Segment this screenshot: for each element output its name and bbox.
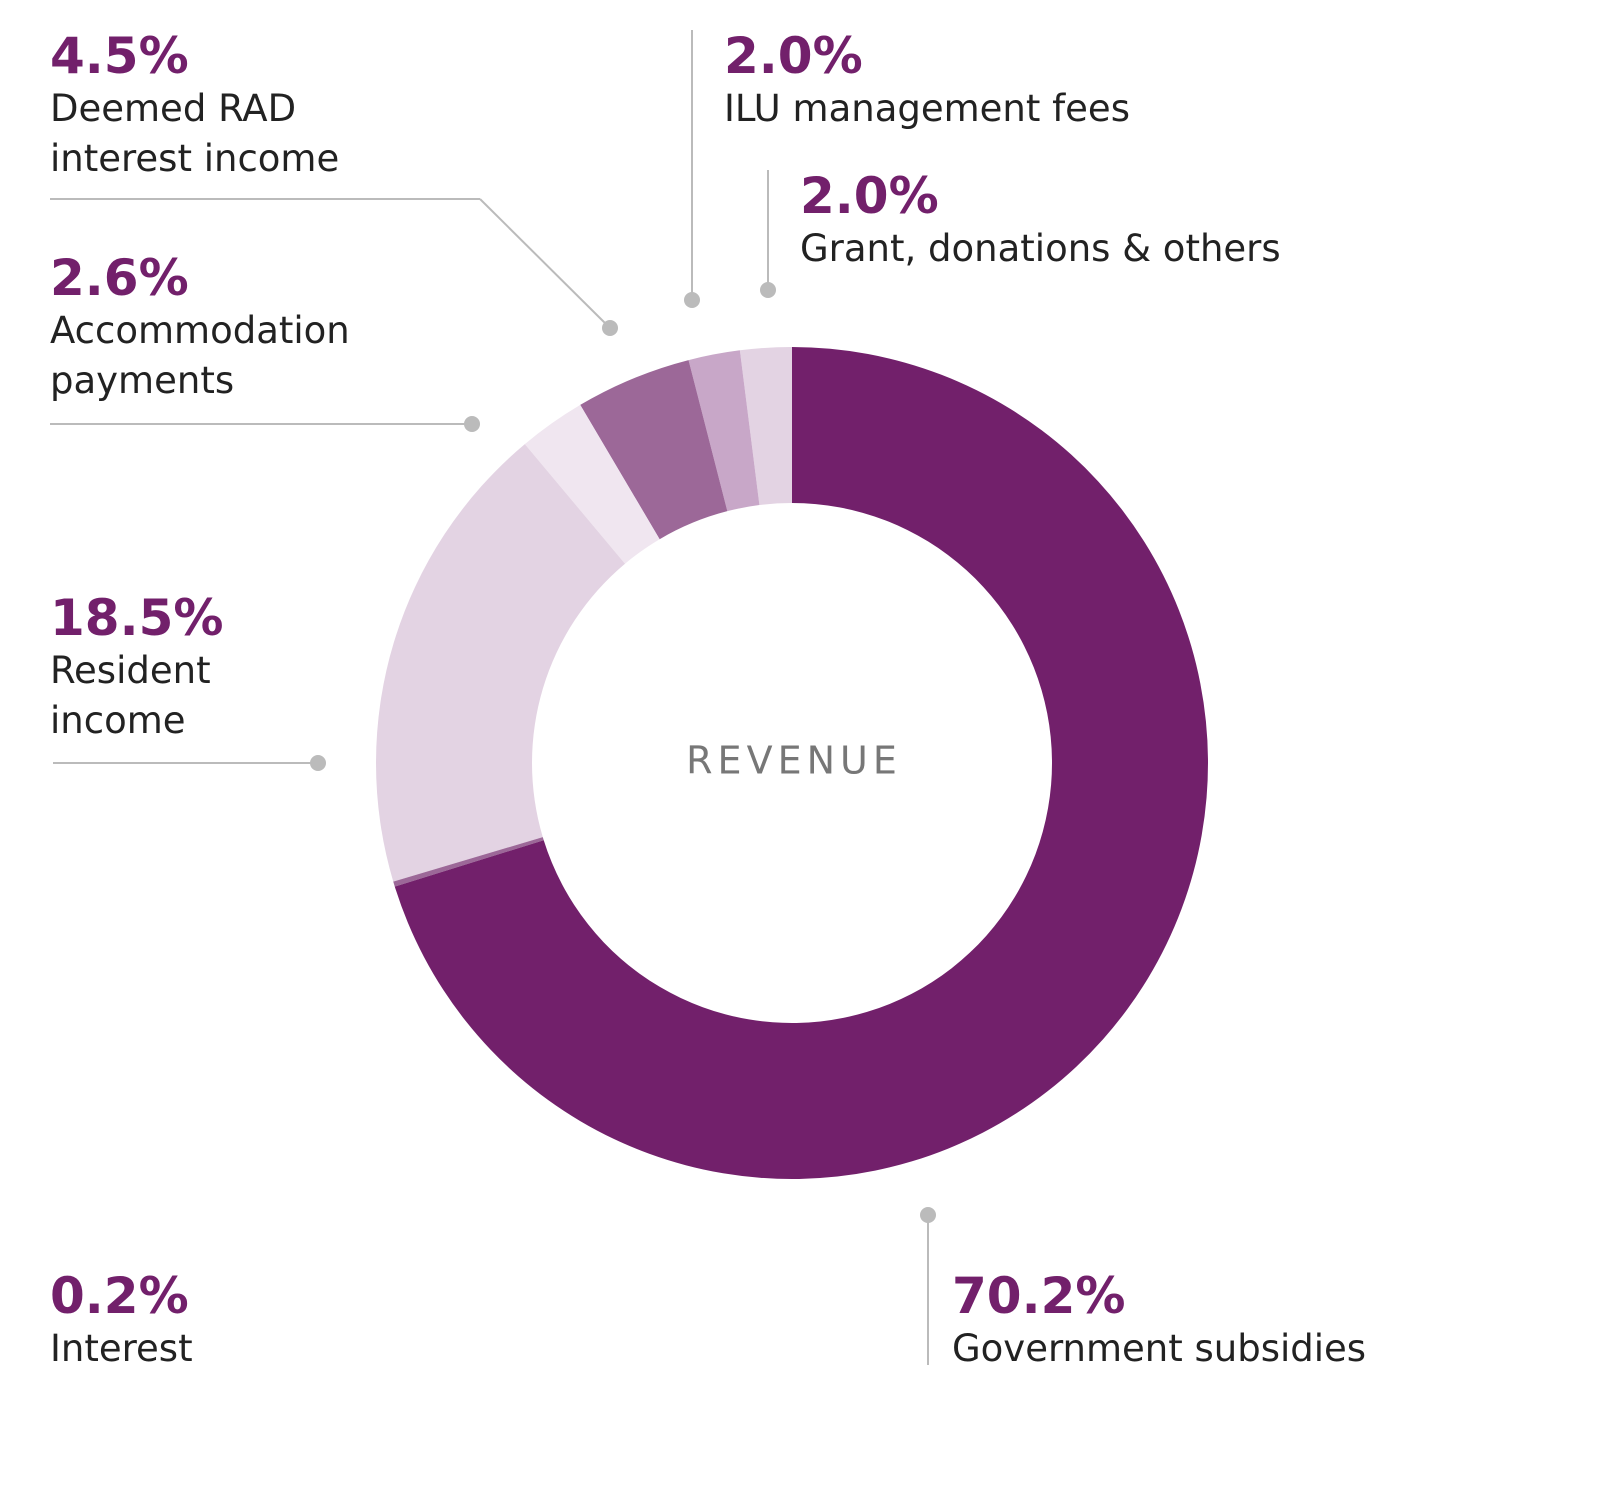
donut-slice: [376, 444, 626, 882]
slice-label: 2.0% Grant, donations & others: [800, 168, 1500, 274]
leader-line: [479, 198, 611, 329]
slice-label: 70.2% Government subsidies: [952, 1268, 1512, 1374]
slice-label: 4.5% Deemed RAD interest income: [50, 28, 400, 184]
center-label: REVENUE: [686, 739, 902, 783]
donut-slice: [394, 347, 1208, 1179]
slice-label: 2.6% Accommodation payments: [50, 250, 430, 406]
value-label: 2.6%: [50, 249, 189, 307]
value-label: 0.2%: [50, 1267, 189, 1325]
category-label: Accommodation payments: [50, 309, 350, 402]
slice-label: 18.5% Resident income: [50, 590, 280, 746]
category-label: Deemed RAD interest income: [50, 87, 340, 180]
donut-slice: [688, 350, 760, 512]
donut-slice: [580, 360, 728, 540]
donut-slice: [524, 404, 660, 564]
value-label: 70.2%: [952, 1267, 1126, 1325]
value-label: 18.5%: [50, 589, 224, 647]
category-label: Government subsidies: [952, 1327, 1367, 1370]
value-label: 2.0%: [724, 27, 863, 85]
value-label: 2.0%: [800, 167, 939, 225]
donut-slice: [739, 347, 792, 506]
category-label: Resident income: [50, 649, 211, 742]
slice-label: 0.2% Interest: [50, 1268, 450, 1374]
category-label: Interest: [50, 1327, 193, 1370]
category-label: ILU management fees: [724, 87, 1130, 130]
slice-label: 2.0% ILU management fees: [724, 28, 1324, 134]
category-label: Grant, donations & others: [800, 227, 1281, 270]
value-label: 4.5%: [50, 27, 189, 85]
donut-slice: [393, 837, 544, 887]
